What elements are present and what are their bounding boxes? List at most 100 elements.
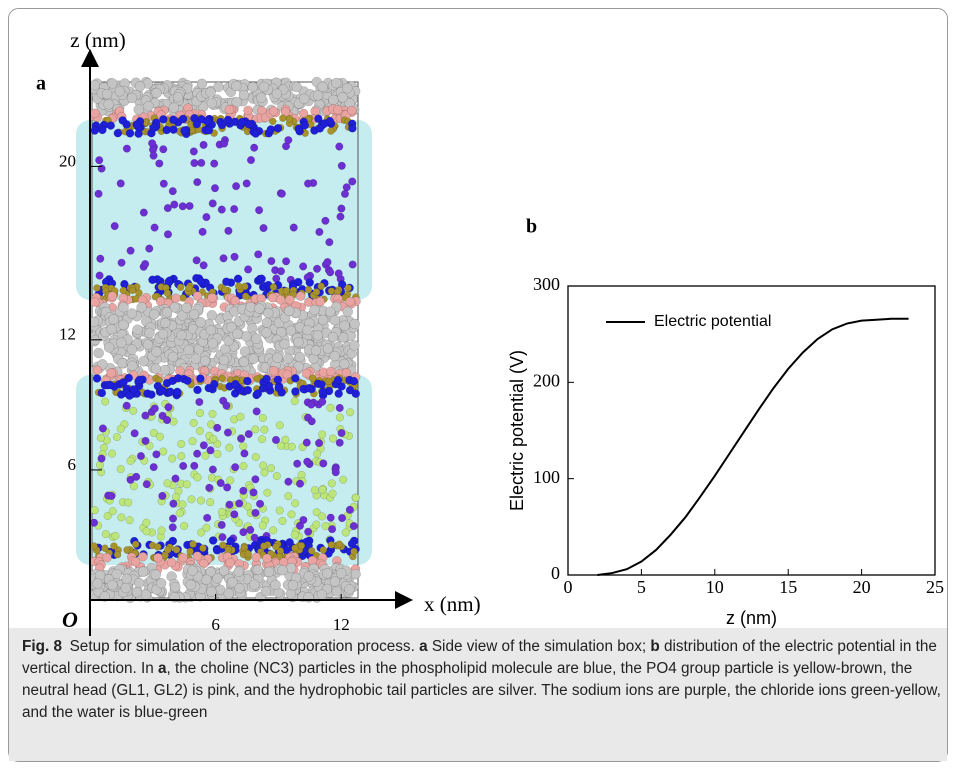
choline-particle xyxy=(118,116,127,125)
choline-particle xyxy=(274,383,283,393)
tail-particle xyxy=(103,342,115,353)
head-particle xyxy=(102,552,112,563)
choline-particle xyxy=(231,379,240,389)
chloride-ion xyxy=(239,442,248,451)
head-particle xyxy=(243,105,253,116)
sodium-ion xyxy=(219,254,228,263)
sodium-ion xyxy=(164,403,173,412)
choline-particle xyxy=(305,278,315,287)
tail-particle xyxy=(270,579,281,591)
head-particle xyxy=(285,294,295,305)
sodium-ion xyxy=(206,446,215,455)
chloride-ion xyxy=(171,492,181,501)
sodium-ion xyxy=(220,139,229,148)
sodium-ion xyxy=(199,441,208,450)
x-axis-label: x (nm) xyxy=(424,592,481,616)
sodium-ion xyxy=(348,260,357,269)
tail-particle xyxy=(238,89,250,101)
head-particle xyxy=(138,551,148,562)
tail-particle xyxy=(133,577,145,589)
po4-particle xyxy=(219,541,227,549)
sodium-ion xyxy=(163,230,173,239)
sodium-ion xyxy=(163,416,172,425)
tail-particle xyxy=(282,353,294,364)
tail-particle xyxy=(195,317,206,328)
chloride-ion xyxy=(201,451,210,460)
tail-particle xyxy=(103,99,114,110)
tail-particle xyxy=(251,333,262,344)
choline-particle xyxy=(324,549,333,558)
choline-particle xyxy=(315,124,325,133)
tail-particle xyxy=(111,568,123,580)
po4-particle xyxy=(291,544,299,552)
sodium-ion xyxy=(337,428,346,438)
choline-particle xyxy=(337,280,347,289)
choline-particle xyxy=(347,539,357,548)
tail-particle xyxy=(157,328,169,340)
choline-particle xyxy=(164,277,174,286)
sodium-ion xyxy=(276,267,286,276)
chloride-ion xyxy=(196,496,205,505)
choline-particle xyxy=(349,376,359,386)
tail-particle xyxy=(293,336,304,348)
y-tick-label: 300 xyxy=(533,274,560,294)
choline-particle xyxy=(318,387,328,397)
po4-particle xyxy=(312,288,321,296)
choline-particle xyxy=(125,129,135,138)
po4-particle xyxy=(304,286,313,294)
sodium-ion xyxy=(190,461,199,470)
sodium-ion xyxy=(142,480,151,489)
po4-particle xyxy=(327,541,336,549)
tail-particle xyxy=(136,302,147,313)
po4-particle xyxy=(308,374,317,382)
chloride-ion xyxy=(257,435,267,444)
tail-particle xyxy=(151,346,162,358)
tail-particle xyxy=(134,81,146,92)
po4-particle xyxy=(189,540,197,548)
sodium-ion xyxy=(240,449,249,458)
origin-label: O xyxy=(62,607,78,632)
choline-particle xyxy=(98,125,107,135)
sodium-ion xyxy=(90,518,99,527)
sodium-ion xyxy=(190,158,199,168)
sodium-ion xyxy=(95,156,104,165)
tail-particle xyxy=(302,324,313,336)
head-particle xyxy=(166,557,177,568)
po4-particle xyxy=(113,550,122,559)
po4-particle xyxy=(128,286,137,295)
chloride-ion xyxy=(116,424,125,433)
tail-particle xyxy=(185,579,196,591)
tail-particle xyxy=(177,310,188,321)
choline-particle xyxy=(222,277,231,286)
sodium-ion xyxy=(302,438,311,447)
choline-particle xyxy=(291,387,300,396)
tail-particle xyxy=(252,564,264,576)
choline-particle xyxy=(210,379,219,389)
chloride-ion xyxy=(129,482,138,491)
tail-particle xyxy=(126,92,138,104)
chloride-ion xyxy=(226,476,235,485)
sodium-ion xyxy=(150,404,159,413)
sodium-ion xyxy=(136,451,145,461)
sodium-ion xyxy=(202,213,211,222)
sodium-ion xyxy=(336,212,345,221)
chloride-ion xyxy=(163,479,172,488)
tail-particle xyxy=(149,309,160,320)
x-tick-label: 20 xyxy=(853,577,871,597)
tail-particle xyxy=(207,338,218,349)
tail-particle xyxy=(183,344,194,356)
sodium-ion xyxy=(148,139,157,148)
sodium-ion xyxy=(239,528,248,537)
sodium-ion xyxy=(149,151,158,160)
head-particle xyxy=(282,369,292,380)
sodium-ion xyxy=(94,189,103,198)
tail-particle xyxy=(263,566,275,578)
chloride-ion xyxy=(339,475,348,484)
tail-particle xyxy=(298,93,310,105)
tail-particle xyxy=(181,302,192,314)
tail-particle xyxy=(339,320,350,331)
sodium-ion xyxy=(340,189,350,198)
sodium-ion xyxy=(314,438,324,448)
sodium-ion xyxy=(304,527,313,536)
choline-particle xyxy=(204,126,214,135)
